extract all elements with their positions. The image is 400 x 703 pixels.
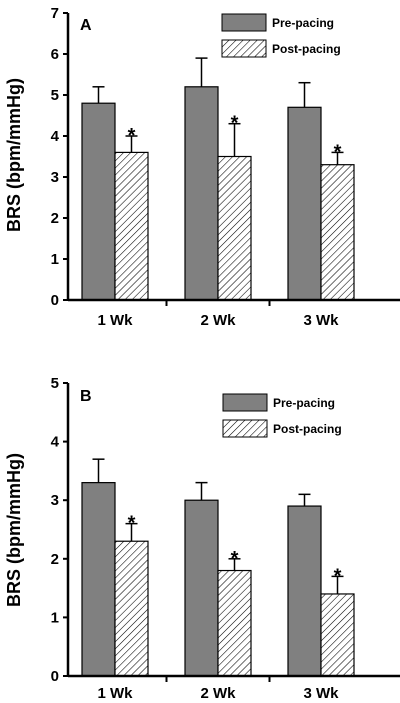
- x-tick-label: 2 Wk: [200, 685, 236, 702]
- bar-pre-pacing-2: [287, 106, 322, 301]
- significance-mark: *: [334, 141, 342, 163]
- y-tick-label: 5: [51, 375, 59, 392]
- bar-pre-pacing-2: [287, 505, 322, 677]
- y-tick-label: 5: [51, 87, 59, 104]
- panel-b: BRS (bpm/mmHg) B 0 1 2 3 4 5 * * * 1 Wk 2 Wk 3 Wk Pre-…: [4, 375, 400, 702]
- x-tick-label: 1 Wk: [97, 685, 133, 702]
- legend-swatch: [222, 393, 268, 412]
- y-tick-label: 7: [51, 5, 59, 22]
- significance-mark: *: [231, 548, 239, 570]
- y-tick-label: 0: [51, 668, 59, 685]
- y-tick-label: 1: [51, 251, 59, 268]
- legend-label: Pre-pacing: [273, 396, 335, 410]
- y-tick-label: 4: [51, 128, 60, 145]
- y-tick-label: 3: [51, 169, 59, 186]
- y-tick-label: 6: [51, 46, 59, 63]
- panel-label: B: [80, 388, 92, 405]
- x-tick-label: 3 Wk: [303, 685, 339, 702]
- significance-mark: *: [128, 125, 136, 147]
- y-tick-label: 0: [51, 292, 59, 309]
- bar-pre-pacing-1: [184, 86, 219, 301]
- bar-pre-pacing-0: [81, 482, 116, 677]
- legend-label: Post-pacing: [272, 42, 341, 56]
- y-tick-label: 3: [51, 492, 59, 509]
- legend-label: Post-pacing: [273, 422, 342, 436]
- legend-swatch: [221, 13, 267, 32]
- x-tick-label: 2 Wk: [200, 312, 236, 329]
- bar-post-pacing-0: [114, 540, 149, 677]
- y-axis-label: BRS (bpm/mmHg): [4, 453, 24, 607]
- bar-pre-pacing-0: [81, 102, 116, 301]
- bar-pre-pacing-1: [184, 499, 219, 677]
- x-tick-label: 3 Wk: [303, 312, 339, 329]
- x-tick-label: 1 Wk: [97, 312, 133, 329]
- y-tick-label: 1: [51, 609, 59, 626]
- bar-post-pacing-2: [320, 593, 355, 677]
- significance-mark: *: [231, 113, 239, 135]
- significance-mark: *: [128, 513, 136, 535]
- y-tick-label: 4: [51, 434, 60, 451]
- bar-post-pacing-0: [114, 151, 149, 301]
- y-axis-label: BRS (bpm/mmHg): [4, 78, 24, 232]
- bar-post-pacing-2: [320, 164, 355, 301]
- legend-swatch: [222, 419, 268, 438]
- bar-post-pacing-1: [217, 569, 252, 677]
- panel-label: A: [80, 17, 92, 34]
- legend-swatch: [221, 39, 267, 58]
- y-tick-label: 2: [51, 210, 59, 227]
- panel-a: BRS (bpm/mmHg) A 0 1 2 3 4 5 6 7 * * * 1 Wk 2 Wk 3 Wk Pr…: [4, 5, 400, 329]
- legend-label: Pre-pacing: [272, 16, 334, 30]
- significance-mark: *: [334, 565, 342, 587]
- y-tick-label: 2: [51, 551, 59, 568]
- bar-post-pacing-1: [217, 155, 252, 301]
